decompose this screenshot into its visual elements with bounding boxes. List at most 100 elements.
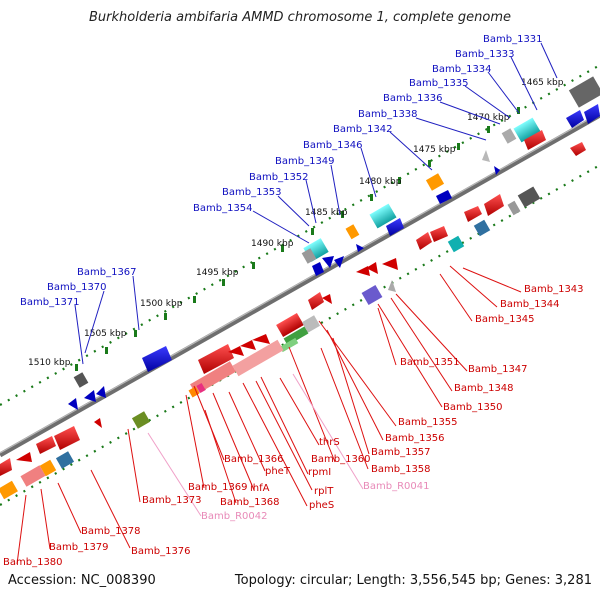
gene-feature — [73, 372, 89, 388]
gene-arrow — [416, 232, 432, 250]
gene-feature — [232, 339, 284, 377]
gene-arrow — [198, 344, 234, 374]
gene-feature — [55, 451, 75, 469]
kbp-label: 1505 kbp — [84, 329, 127, 339]
gene-label: Bamb_1367 — [77, 267, 137, 278]
chromosome-backbone — [0, 112, 600, 458]
gene-label: Bamb_1366 — [224, 454, 284, 465]
rna-label: Bamb_R0041 — [363, 481, 429, 492]
kbp-ticks — [75, 107, 520, 371]
gene-label: Bamb_1331 — [483, 34, 543, 45]
gene-feature — [501, 128, 517, 144]
gene-arrow — [524, 130, 546, 150]
gene-label: Bamb_1342 — [333, 124, 393, 135]
kbp-label: 1510 kbp — [28, 358, 71, 368]
gene-feature — [301, 248, 317, 264]
gene-arrow — [16, 452, 32, 462]
gene-arrow — [0, 458, 12, 476]
gene-feature — [507, 200, 521, 216]
gene-arrow — [382, 258, 398, 270]
gene-label: Bamb_1376 — [131, 546, 191, 557]
genome-summary-text: Topology: circular; Length: 3,556,545 bp… — [234, 573, 592, 588]
gene-arrow — [142, 346, 172, 372]
gene-label: Bamb_1371 — [20, 297, 80, 308]
kbp-label: 1485 kbp — [305, 208, 348, 218]
kbp-label: 1470 kbp — [467, 113, 510, 123]
gene-label: Bamb_1351 — [400, 357, 460, 368]
gene-arrow — [334, 256, 344, 268]
rna-gene-labels: Bamb_R0041 Bamb_R0042 — [201, 481, 429, 522]
gene-arrow — [356, 266, 370, 276]
outer-ruler — [0, 64, 600, 406]
upper-leader-lines — [74, 42, 558, 365]
gene-label: Bamb_1379 — [49, 542, 109, 553]
gene-label: Bamb_1360 — [311, 454, 371, 465]
gene-label: Bamb_1345 — [475, 314, 535, 325]
gene-feature — [188, 386, 200, 398]
gene-arrow — [322, 294, 332, 304]
gene-feature — [0, 480, 18, 500]
gene-label: pheS — [309, 500, 334, 511]
gene-label: Bamb_1348 — [454, 383, 514, 394]
rna-label: Bamb_R0042 — [201, 511, 267, 522]
gene-label: rpmI — [308, 467, 331, 478]
gene-feature — [473, 219, 491, 237]
gene-label: Bamb_1373 — [142, 495, 202, 506]
gene-label: Bamb_1343 — [524, 284, 584, 295]
lower-gene-labels: Bamb_1343 Bamb_1344 Bamb_1345 Bamb_1347 … — [3, 284, 584, 568]
gene-feature — [20, 465, 46, 487]
gene-label: Bamb_1352 — [249, 172, 309, 183]
gene-feature — [447, 235, 465, 253]
kbp-label: 1465 kbp — [521, 78, 564, 88]
gene-arrow — [566, 110, 584, 128]
gene-arrow — [386, 218, 404, 236]
kbp-labels: 1465 kbp 1470 kbp 1475 kbp 1480 kbp 1485… — [28, 78, 564, 368]
gene-feature — [369, 203, 397, 229]
gene-arrow — [366, 262, 378, 274]
kbp-label: 1490 kbp — [251, 239, 294, 249]
gene-arrow — [68, 398, 78, 410]
map-title: Burkholderia ambifaria AMMD chromosome 1… — [88, 10, 512, 25]
kbp-label: 1480 kbp — [359, 177, 402, 187]
gene-label: Bamb_1356 — [385, 433, 445, 444]
gene-label: Bamb_1369 — [188, 482, 248, 493]
gene-feature — [196, 383, 206, 393]
gene-arrow — [482, 150, 490, 162]
gene-label: Bamb_1346 — [303, 140, 363, 151]
gene-label: Bamb_1336 — [383, 93, 443, 104]
gene-feature — [517, 186, 541, 208]
gene-label: Bamb_1354 — [193, 203, 253, 214]
gene-feature — [283, 326, 309, 346]
gene-label: Bamb_1338 — [358, 109, 418, 120]
gene-arrow — [484, 194, 504, 216]
lower-features — [0, 142, 586, 500]
gene-label: Bamb_1355 — [398, 417, 458, 428]
gene-label: Bamb_1380 — [3, 557, 63, 568]
gene-label: Bamb_1344 — [500, 299, 560, 310]
gene-arrow — [54, 426, 80, 450]
gene-arrow — [240, 340, 256, 350]
gene-feature — [279, 337, 299, 353]
kbp-label: 1500 kbp — [140, 299, 183, 309]
gene-feature — [345, 224, 360, 240]
accession-text: Accession: NC_008390 — [8, 573, 156, 588]
gene-arrow — [312, 262, 324, 276]
gene-label: Bamb_1334 — [432, 64, 492, 75]
chromosome-backbone-highlight — [0, 112, 600, 454]
gene-label: thrS — [319, 437, 340, 448]
gene-label: Bamb_1349 — [275, 156, 335, 167]
gene-label: Bamb_1347 — [468, 364, 528, 375]
gene-label: ihfA — [250, 483, 270, 494]
gene-feature — [513, 117, 541, 143]
gene-label: Bamb_1353 — [222, 187, 282, 198]
gene-feature — [39, 459, 57, 477]
gene-label: rplT — [314, 486, 334, 497]
gene-label: Bamb_1358 — [371, 464, 431, 475]
kbp-label: 1495 kbp — [196, 268, 239, 278]
gene-label: Bamb_1333 — [455, 49, 515, 60]
gene-arrow — [308, 292, 324, 310]
gene-arrow — [430, 226, 448, 242]
gene-arrow — [436, 190, 452, 204]
gene-feature — [131, 411, 151, 429]
